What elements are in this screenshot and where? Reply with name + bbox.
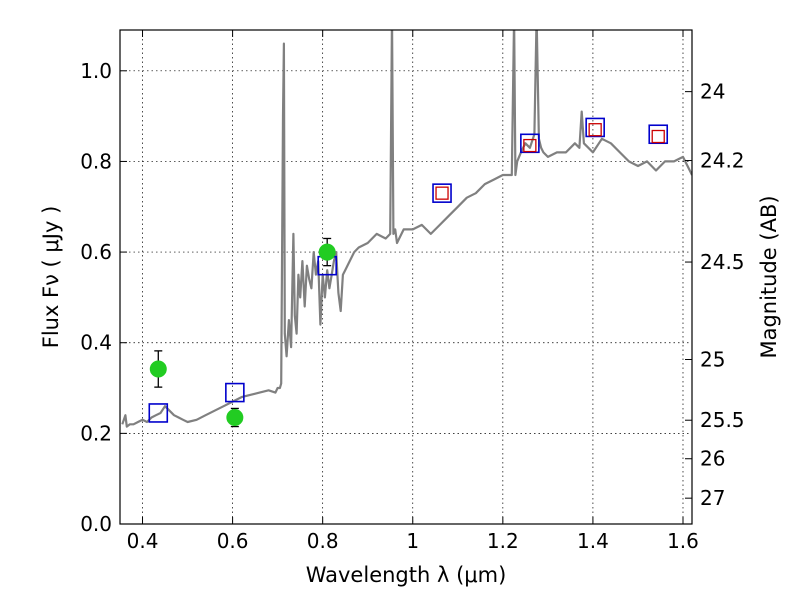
y-axis-title: Flux Fν ( μJy ) xyxy=(39,206,63,349)
right-tick-label: 27 xyxy=(700,486,725,510)
right-tick-label: 24.2 xyxy=(700,149,745,173)
model-point xyxy=(148,403,169,423)
right-axis-title: Magnitude (AB) xyxy=(757,195,781,358)
observed-point xyxy=(226,408,244,426)
x-tick-label: 0.4 xyxy=(127,529,159,553)
spectrum-line xyxy=(121,30,692,428)
observed-point xyxy=(318,243,336,261)
plot-frame xyxy=(119,29,693,525)
y-tick-label: 1.0 xyxy=(80,59,112,83)
model-point-inner xyxy=(651,129,665,144)
x-tick-label: 1.4 xyxy=(577,529,609,553)
grid xyxy=(120,30,692,524)
right-tick-label: 24.5 xyxy=(700,250,745,274)
y-tick-label: 0.6 xyxy=(80,240,112,264)
right-tick-label: 25.5 xyxy=(700,408,745,432)
observed-point xyxy=(149,360,167,378)
right-tick-label: 24 xyxy=(700,80,725,104)
x-axis-title: Wavelength λ (μm) xyxy=(306,563,507,587)
x-tick-label: 1.2 xyxy=(487,529,519,553)
x-tick-label: 1.6 xyxy=(667,529,699,553)
model-point-inner xyxy=(523,138,537,153)
y-tick-label: 0.8 xyxy=(80,149,112,173)
model-point xyxy=(648,124,669,145)
x-tick-label: 0.8 xyxy=(307,529,339,553)
x-tick-label: 1 xyxy=(406,529,419,553)
right-tick-label: 26 xyxy=(700,447,725,471)
y-tick-label: 0.4 xyxy=(80,331,112,355)
plot-area xyxy=(121,30,692,428)
model-point-inner xyxy=(588,123,602,137)
model-point-inner xyxy=(435,186,449,200)
right-tick-label: 25 xyxy=(700,347,725,371)
model-point xyxy=(520,133,540,154)
y-tick-label: 0.0 xyxy=(80,512,112,536)
ticks: 0.4 0.6 0.8 1 1.2 1.4 1.6 0.0 0.2 0.4 0.6 0.8 1.0 24 2… xyxy=(80,30,745,553)
model-point xyxy=(585,117,605,138)
y-tick-label: 0.2 xyxy=(80,421,112,445)
x-tick-label: 0.6 xyxy=(217,529,249,553)
model-point xyxy=(432,183,452,203)
model-point xyxy=(225,382,245,403)
